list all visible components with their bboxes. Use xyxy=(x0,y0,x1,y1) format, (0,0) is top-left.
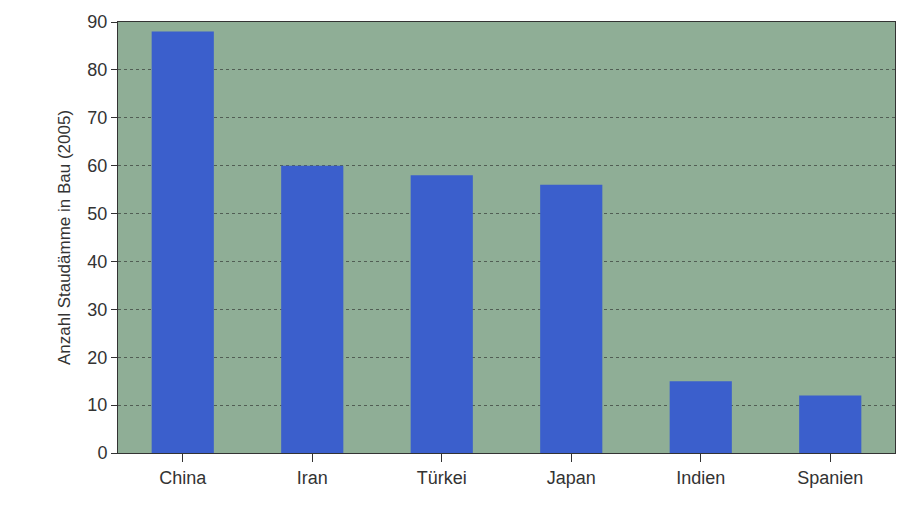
svg-text:Anzahl Staudämme in Bau (2005): Anzahl Staudämme in Bau (2005) xyxy=(55,110,74,365)
svg-text:60: 60 xyxy=(87,156,107,176)
svg-text:Indien: Indien xyxy=(676,468,725,488)
svg-text:90: 90 xyxy=(87,12,107,32)
svg-text:20: 20 xyxy=(87,348,107,368)
svg-text:Japan: Japan xyxy=(547,468,596,488)
svg-text:Türkei: Türkei xyxy=(417,468,467,488)
svg-text:50: 50 xyxy=(87,204,107,224)
svg-text:Iran: Iran xyxy=(297,468,328,488)
svg-text:0: 0 xyxy=(97,443,107,463)
svg-text:China: China xyxy=(159,468,207,488)
svg-text:40: 40 xyxy=(87,252,107,272)
svg-text:70: 70 xyxy=(87,108,107,128)
svg-text:10: 10 xyxy=(87,395,107,415)
svg-text:80: 80 xyxy=(87,60,107,80)
svg-text:30: 30 xyxy=(87,300,107,320)
svg-text:Spanien: Spanien xyxy=(797,468,863,488)
